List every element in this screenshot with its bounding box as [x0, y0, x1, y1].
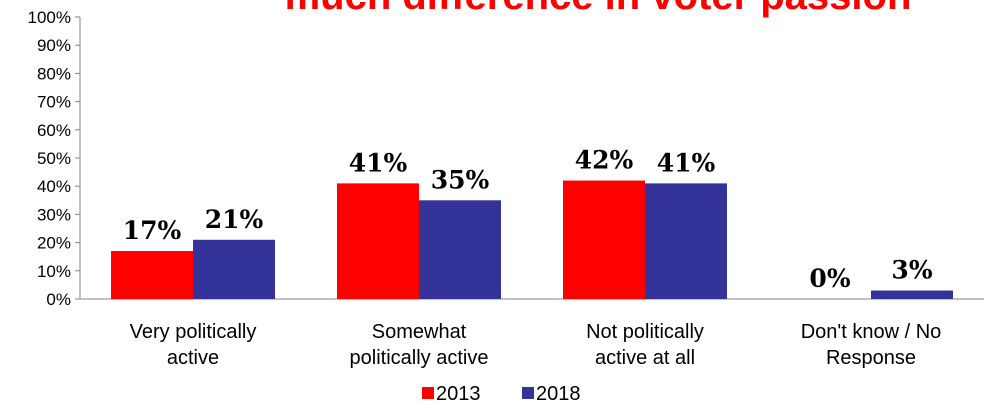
- data-labels: 17% 21% 41% 35% 42% 41% 0% 3%: [123, 146, 933, 293]
- category-label: active: [167, 347, 219, 369]
- y-tick-label: 20%: [37, 234, 71, 253]
- y-tick-label: 70%: [37, 93, 71, 112]
- bar-2013: [337, 183, 419, 299]
- bar-2013: [563, 180, 645, 299]
- legend-swatch-2013: [422, 387, 434, 399]
- y-axis: 0% 10% 20% 30% 40% 50% 60% 70% 80% 90% 100%: [28, 8, 81, 309]
- y-tick-label: 30%: [37, 205, 71, 224]
- data-label: 0%: [809, 264, 850, 293]
- data-label: 3%: [891, 256, 932, 285]
- data-label: 35%: [431, 165, 490, 194]
- bar-2018: [645, 183, 727, 299]
- data-label: 42%: [575, 146, 634, 175]
- category-label: active at all: [595, 347, 695, 369]
- bar-2018: [193, 239, 275, 299]
- category-label: Not politically: [586, 321, 704, 343]
- bars: [111, 180, 953, 299]
- category-label: politically active: [350, 347, 489, 369]
- y-tick-label: 50%: [37, 149, 71, 168]
- y-tick-label: 10%: [37, 262, 71, 281]
- category-label: Very politically: [130, 321, 257, 343]
- legend-label: 2013: [436, 383, 481, 405]
- category-label: Somewhat: [372, 321, 467, 343]
- category-labels: Very politically active Somewhat politicall…: [130, 321, 942, 369]
- category-label: Response: [826, 347, 916, 369]
- y-tick-label: 80%: [37, 64, 71, 83]
- y-tick-label: 40%: [37, 177, 71, 196]
- data-label: 41%: [657, 148, 716, 177]
- bar-2013: [111, 251, 193, 299]
- chart-title: much difference in voter passion: [285, 0, 912, 18]
- legend: 2013 2018: [422, 383, 581, 405]
- y-tick-label: 90%: [37, 36, 71, 55]
- data-label: 41%: [349, 148, 408, 177]
- legend-label: 2018: [536, 383, 581, 405]
- legend-swatch-2018: [522, 387, 534, 399]
- y-tick-label: 0%: [46, 290, 71, 309]
- data-label: 17%: [123, 216, 182, 245]
- bar-2018: [419, 200, 501, 299]
- data-label: 21%: [205, 205, 264, 234]
- bar-2018: [871, 290, 953, 299]
- category-label: Don't know / No: [801, 321, 942, 343]
- y-tick-label: 60%: [37, 121, 71, 140]
- y-tick-label: 100%: [28, 8, 71, 27]
